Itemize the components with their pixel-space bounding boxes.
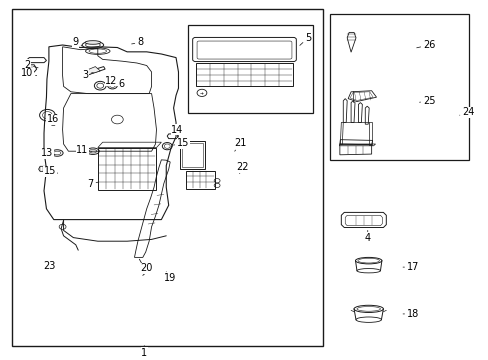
Text: 8: 8 [131,37,143,48]
Text: 6: 6 [113,78,124,89]
Text: 11: 11 [76,145,92,155]
Text: 9: 9 [73,37,82,48]
Text: 15: 15 [43,166,58,176]
Text: 21: 21 [234,138,246,151]
Polygon shape [82,67,100,76]
Text: 23: 23 [43,261,56,271]
Text: 24: 24 [459,107,474,117]
Text: 25: 25 [419,96,435,106]
Text: 1: 1 [141,346,147,358]
Text: 20: 20 [140,263,153,273]
Text: 12: 12 [105,76,118,86]
Text: 4: 4 [364,230,370,243]
Text: 5: 5 [299,33,310,45]
Text: 18: 18 [402,309,419,319]
Bar [180,141,205,169]
Bar [329,14,468,160]
Text: 19: 19 [163,272,176,283]
Bar [12,9,322,346]
Bar [188,25,312,113]
Bar [98,148,156,190]
Text: 2: 2 [25,60,38,70]
Ellipse shape [85,41,101,44]
Text: 13: 13 [41,148,55,158]
Text: 16: 16 [46,114,59,124]
Bar [195,63,293,86]
Text: 17: 17 [402,262,419,272]
Bar [185,171,215,189]
Text: 10: 10 [20,68,37,78]
Text: 3: 3 [82,69,93,80]
Bar [182,143,203,167]
Text: 7: 7 [87,179,98,189]
Text: 22: 22 [236,162,248,174]
Text: 26: 26 [416,40,435,50]
Text: 15: 15 [173,138,189,148]
Text: 14: 14 [171,125,183,137]
